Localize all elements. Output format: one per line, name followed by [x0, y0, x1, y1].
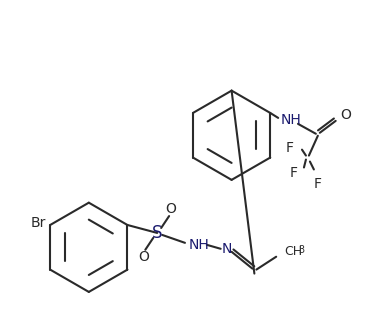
- Text: CH: CH: [284, 245, 302, 258]
- Text: F: F: [290, 166, 298, 181]
- Text: 3: 3: [298, 245, 304, 255]
- Text: F: F: [314, 178, 322, 191]
- Text: O: O: [341, 108, 352, 122]
- Text: S: S: [152, 224, 162, 242]
- Text: O: O: [166, 202, 176, 216]
- Text: O: O: [138, 250, 149, 264]
- Text: NH: NH: [280, 113, 301, 127]
- Text: F: F: [286, 141, 294, 155]
- Text: N: N: [221, 242, 232, 256]
- Text: Br: Br: [31, 216, 46, 230]
- Text: NH: NH: [189, 238, 210, 252]
